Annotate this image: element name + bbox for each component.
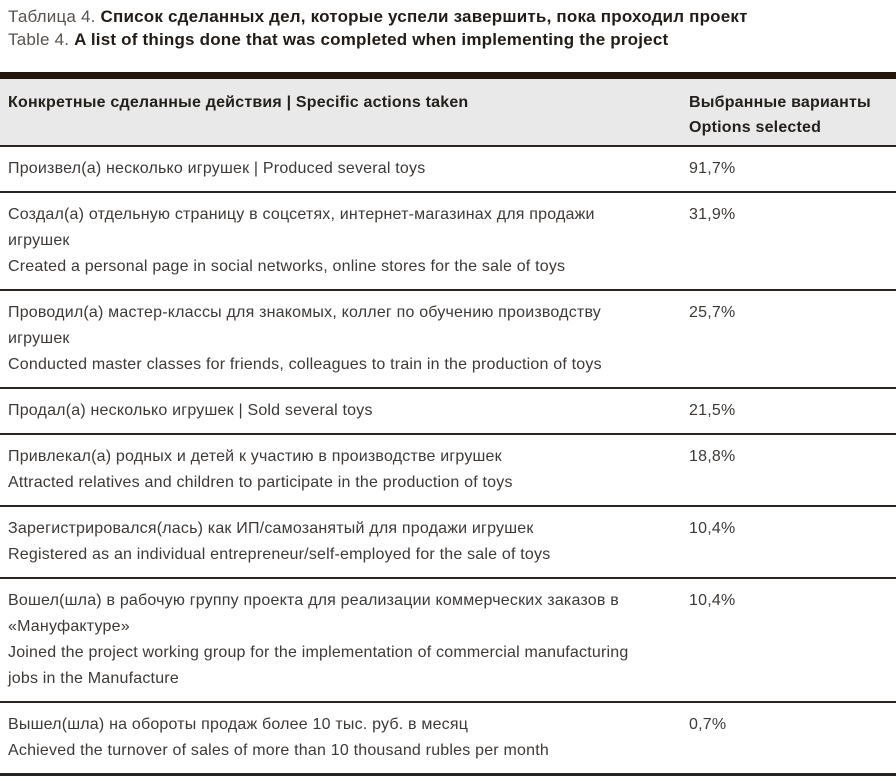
table-row: Привлекал(а) родных и детей к участию в … [0,435,896,507]
action-line: Проводил(а) мастер-классы для знакомых, … [8,304,601,321]
value-cell: 10,4% [689,520,736,537]
value-cell: 0,7% [689,716,727,733]
action-line: Вошел(шла) в рабочую группу проекта для … [8,592,619,609]
data-table: Конкретные сделанные действия | Specific… [0,72,896,776]
action-cell: Произвел(а) несколько игрушек | Produced… [0,156,689,182]
action-line: Вышел(шла) на обороты продаж более 10 ты… [8,716,469,733]
table-row: Проводил(а) мастер-классы для знакомых, … [0,291,896,389]
value-cell: 10,4% [689,592,736,609]
action-line: «Мануфактуре» [8,618,130,635]
action-line: Attracted relatives and children to part… [8,474,513,491]
value-cell: 25,7% [689,304,736,321]
action-cell: Зарегистрировался(лась) как ИП/самозанят… [0,516,689,568]
action-line: Created a personal page in social networ… [8,258,566,275]
action-line: Joined the project working group for the… [8,644,629,661]
value-cell: 21,5% [689,402,736,419]
action-line: Продал(а) несколько игрушек | Sold sever… [8,402,373,419]
action-cell: Проводил(а) мастер-классы для знакомых, … [0,300,689,378]
table-header-row: Конкретные сделанные действия | Specific… [0,79,896,147]
header-options-column: Выбранные варианты Options selected [689,90,896,140]
action-line: Зарегистрировался(лась) как ИП/самозанят… [8,520,534,537]
caption-prefix-ru: Таблица 4. [8,7,96,26]
caption-title-ru: Список сделанных дел, которые успели зав… [100,7,748,26]
table-row: Зарегистрировался(лась) как ИП/самозанят… [0,507,896,579]
table-row: Вошел(шла) в рабочую группу проекта для … [0,579,896,703]
action-line: Achieved the turnover of sales of more t… [8,742,549,759]
action-cell: Создал(а) отдельную страницу в соцсетях,… [0,202,689,280]
action-cell: Продал(а) несколько игрушек | Sold sever… [0,398,689,424]
caption-prefix-en: Table 4. [8,30,70,49]
header-actions-column: Конкретные сделанные действия | Specific… [8,94,469,111]
action-line: Registered as an individual entrepreneur… [8,546,551,563]
table-row: Продал(а) несколько игрушек | Sold sever… [0,389,896,435]
action-line: игрушек [8,232,70,249]
action-line: Создал(а) отдельную страницу в соцсетях,… [8,206,595,223]
table-row: Произвел(а) несколько игрушек | Produced… [0,147,896,193]
table-row: Вышел(шла) на обороты продаж более 10 ты… [0,703,896,773]
value-cell: 31,9% [689,206,736,223]
value-cell: 91,7% [689,160,736,177]
table-caption: Таблица 4. Список сделанных дел, которые… [8,5,888,51]
value-cell: 18,8% [689,448,736,465]
caption-title-en: A list of things done that was completed… [74,30,669,49]
action-line: Conducted master classes for friends, co… [8,356,602,373]
action-line: Произвел(а) несколько игрушек | Produced… [8,160,426,177]
action-line: Привлекал(а) родных и детей к участию в … [8,448,502,465]
caption-line-en: Table 4. A list of things done that was … [8,28,888,51]
caption-line-ru: Таблица 4. Список сделанных дел, которые… [8,5,888,28]
action-line: игрушек [8,330,70,347]
header-options-line1: Выбранные варианты [689,94,871,111]
header-options-line2: Options selected [689,119,822,136]
action-line: jobs in the Manufacture [8,670,179,687]
action-cell: Привлекал(а) родных и детей к участию в … [0,444,689,496]
action-cell: Вышел(шла) на обороты продаж более 10 ты… [0,712,689,764]
table-row: Создал(а) отдельную страницу в соцсетях,… [0,193,896,291]
action-cell: Вошел(шла) в рабочую группу проекта для … [0,588,689,692]
